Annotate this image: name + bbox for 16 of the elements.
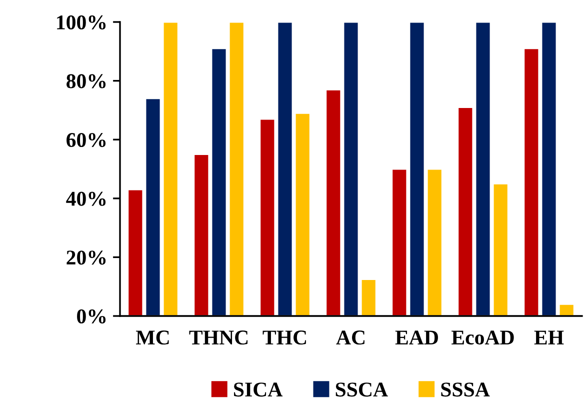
x-tick-label: EH <box>534 330 564 344</box>
x-tick-label: EAD <box>395 330 438 344</box>
x-tick-label: THC <box>262 330 306 345</box>
x-tick-label: EcoAD <box>452 330 514 345</box>
legend-label: SSSA <box>441 382 490 397</box>
legend-label: SICA <box>234 382 283 397</box>
y-tick-label: 60% <box>66 132 106 148</box>
y-tick-label: 20% <box>66 250 106 265</box>
legend-label: SSCA <box>336 382 388 397</box>
x-tick-label: MC <box>136 330 169 345</box>
y-tick-label: 0% <box>77 309 106 324</box>
y-tick-label: 40% <box>66 192 106 206</box>
x-tick-label: AC <box>336 330 364 345</box>
y-tick-label: 80% <box>66 74 106 88</box>
y-tick-label: 100% <box>57 15 106 30</box>
x-tick-label: THNC <box>189 330 248 345</box>
